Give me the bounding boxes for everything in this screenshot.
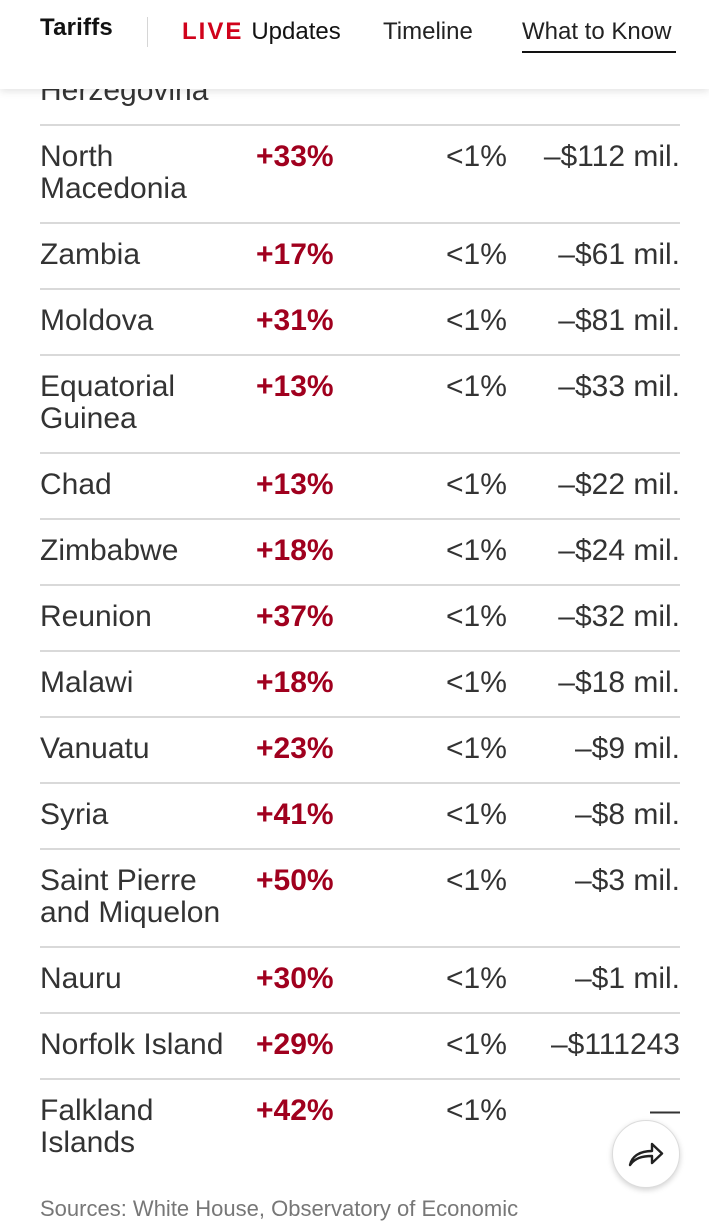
change-cell: +41% — [256, 798, 334, 831]
table-row: Norfolk Island +29% <1% –$111243 — [40, 1012, 680, 1078]
country-cell: Norfolk Island — [40, 1028, 224, 1061]
table-row: Moldova +31% <1% –$81 mil. — [40, 288, 680, 354]
effect-cell: –$24 mil. — [558, 534, 680, 567]
share-cell: <1% — [446, 238, 507, 271]
country-cell: Malawi — [40, 666, 134, 699]
effect-cell: –$22 mil. — [558, 468, 680, 501]
table-row: Syria +41% <1% –$8 mil. — [40, 782, 680, 848]
table-row: Zambia +17% <1% –$61 mil. — [40, 222, 680, 288]
country-cell: Nauru — [40, 962, 122, 995]
effect-cell: –$61 mil. — [558, 238, 680, 271]
change-cell: +29% — [256, 1028, 334, 1061]
country-cell: Syria — [40, 798, 109, 831]
share-cell: <1% — [446, 962, 507, 995]
effect-cell: –$33 mil. — [558, 370, 680, 403]
change-cell: +33% — [256, 140, 334, 173]
country-cell: Moldova — [40, 304, 154, 337]
share-cell: <1% — [446, 732, 507, 765]
active-tab-underline — [522, 51, 676, 53]
table-row: Vanuatu +23% <1% –$9 mil. — [40, 716, 680, 782]
live-label: LIVE — [182, 18, 244, 45]
updates-label: Updates — [251, 18, 341, 45]
share-cell: <1% — [446, 864, 507, 897]
share-cell: <1% — [446, 798, 507, 831]
country-cell: Equatorial Guinea — [40, 370, 176, 435]
tariff-table: North Macedonia +33% <1% –$112 mil. Zamb… — [40, 124, 680, 1176]
effect-cell: –$8 mil. — [574, 798, 680, 831]
change-cell: +31% — [256, 304, 334, 337]
change-cell: +13% — [256, 370, 334, 403]
share-cell: <1% — [446, 370, 507, 403]
country-cell: Falkland Islands — [40, 1094, 154, 1159]
share-cell: <1% — [446, 468, 507, 501]
change-cell: +42% — [256, 1094, 334, 1127]
table-row: Malawi +18% <1% –$18 mil. — [40, 650, 680, 716]
source-note: Sources: White House, Observatory of Eco… — [40, 1196, 519, 1221]
effect-cell: –$9 mil. — [574, 732, 680, 765]
change-cell: +50% — [256, 864, 334, 897]
effect-cell: –$1 mil. — [574, 962, 680, 995]
share-cell: <1% — [446, 1094, 507, 1127]
share-button[interactable] — [612, 1120, 680, 1188]
change-cell: +17% — [256, 238, 334, 271]
share-arrow-icon — [628, 1142, 664, 1167]
nav-divider — [147, 17, 148, 47]
nav-live-updates-link[interactable]: LIVE Updates — [182, 18, 341, 46]
table-row: Falkland Islands +42% <1% — — [40, 1078, 680, 1176]
change-cell: +23% — [256, 732, 334, 765]
table-row: Reunion +37% <1% –$32 mil. — [40, 584, 680, 650]
effect-cell: –$32 mil. — [558, 600, 680, 633]
change-cell: +37% — [256, 600, 334, 633]
share-cell: <1% — [446, 140, 507, 173]
change-cell: +30% — [256, 962, 334, 995]
country-cell: Zimbabwe — [40, 534, 179, 567]
country-cell: Saint Pierre and Miquelon — [40, 864, 221, 929]
share-cell: <1% — [446, 666, 507, 699]
effect-cell: –$111243 — [550, 1028, 680, 1061]
table-row: Chad +13% <1% –$22 mil. — [40, 452, 680, 518]
effect-cell: –$3 mil. — [574, 864, 680, 897]
change-cell: +18% — [256, 534, 334, 567]
country-cell: Zambia — [40, 238, 141, 271]
table-row: Equatorial Guinea +13% <1% –$33 mil. — [40, 354, 680, 452]
table-row: Zimbabwe +18% <1% –$24 mil. — [40, 518, 680, 584]
nav-timeline-link[interactable]: Timeline — [383, 18, 473, 45]
share-cell: <1% — [446, 534, 507, 567]
change-cell: +13% — [256, 468, 334, 501]
effect-cell: –$81 mil. — [558, 304, 680, 337]
effect-cell: –$112 mil. — [543, 140, 680, 173]
country-cell: Vanuatu — [40, 732, 150, 765]
table-row: Saint Pierre and Miquelon +50% <1% –$3 m… — [40, 848, 680, 946]
table-row: Nauru +30% <1% –$1 mil. — [40, 946, 680, 1012]
share-cell: <1% — [446, 304, 507, 337]
share-cell: <1% — [446, 600, 507, 633]
country-cell: Chad — [40, 468, 112, 501]
share-cell: <1% — [446, 1028, 507, 1061]
top-nav: Tariffs LIVE Updates Timeline What to Kno… — [0, 0, 709, 89]
nav-what-to-know-link[interactable]: What to Know — [522, 18, 672, 45]
nav-title[interactable]: Tariffs — [40, 14, 113, 41]
change-cell: +18% — [256, 666, 334, 699]
country-cell: North Macedonia — [40, 140, 187, 205]
table-row: North Macedonia +33% <1% –$112 mil. — [40, 124, 680, 222]
effect-cell: –$18 mil. — [558, 666, 680, 699]
country-cell: Reunion — [40, 600, 152, 633]
